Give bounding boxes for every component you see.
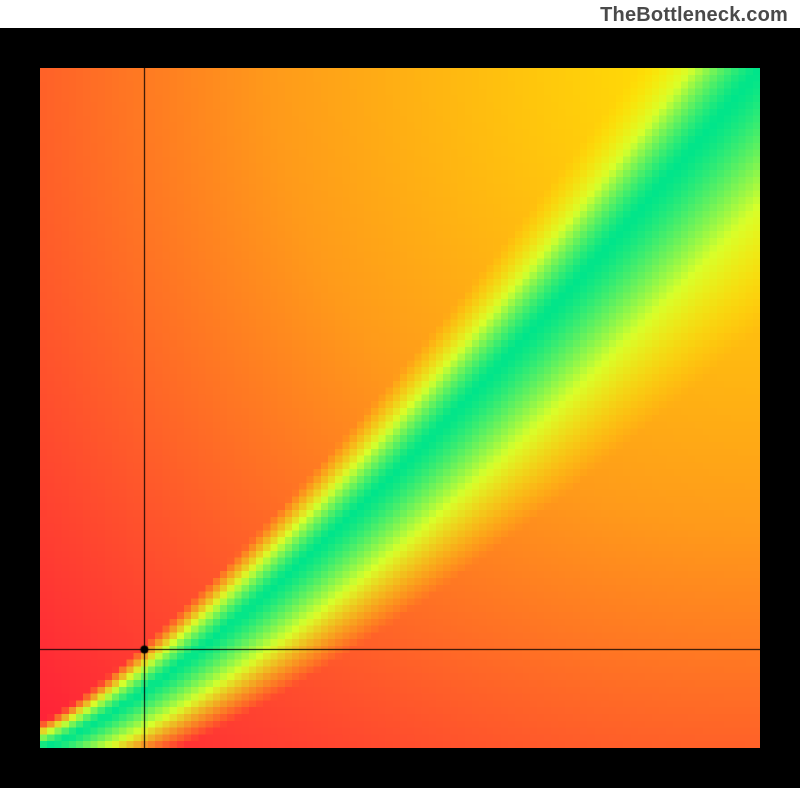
plot-container [0, 28, 800, 788]
crosshair-overlay [40, 68, 760, 748]
watermark-text: TheBottleneck.com [600, 4, 788, 27]
